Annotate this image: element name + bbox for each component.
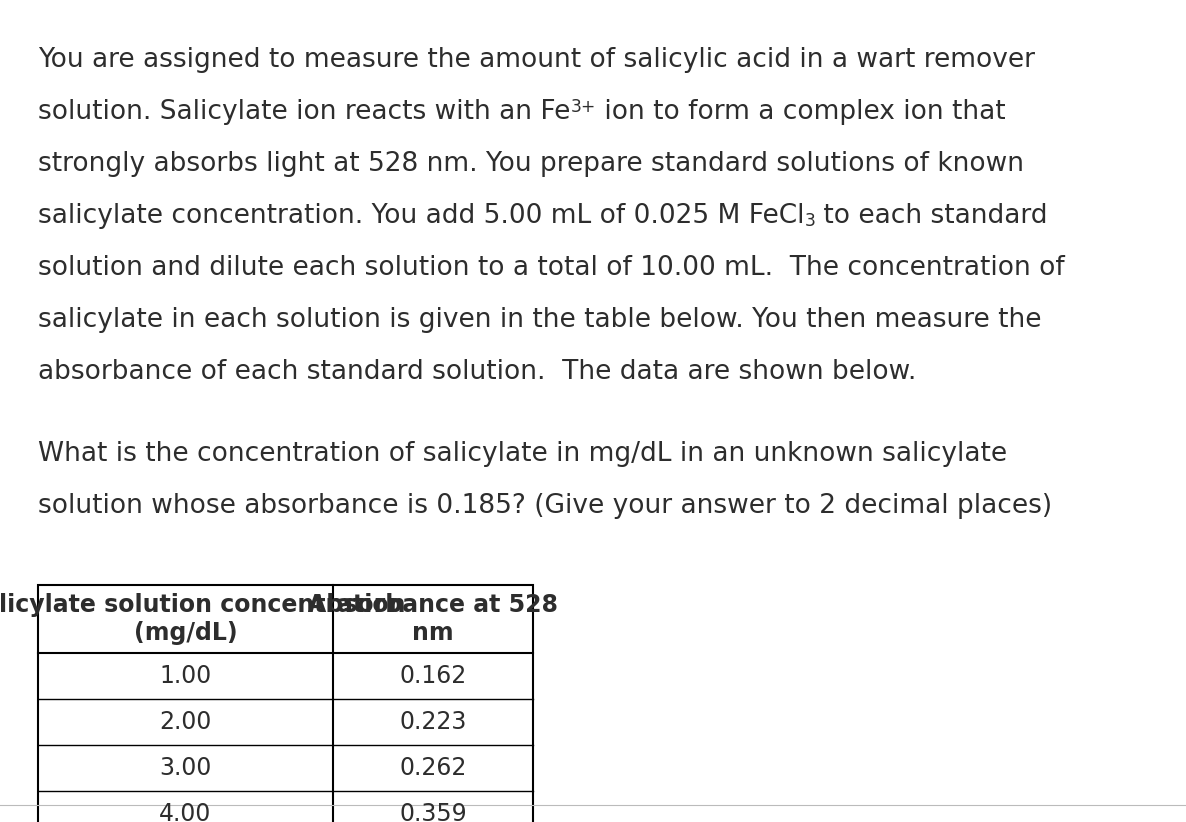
Text: 3+: 3+ bbox=[570, 98, 595, 116]
Text: 0.359: 0.359 bbox=[400, 802, 467, 822]
Text: 0.223: 0.223 bbox=[400, 710, 466, 734]
Text: Absorbance at 528
nm: Absorbance at 528 nm bbox=[308, 593, 557, 645]
Text: 3.00: 3.00 bbox=[159, 756, 211, 780]
Bar bbox=[38, 585, 533, 822]
Text: 4.00: 4.00 bbox=[159, 802, 211, 822]
Text: solution. Salicylate ion reacts with an Fe: solution. Salicylate ion reacts with an … bbox=[38, 99, 570, 125]
Text: 0.262: 0.262 bbox=[400, 756, 466, 780]
Text: solution and dilute each solution to a total of 10.00 mL.  The concentration of: solution and dilute each solution to a t… bbox=[38, 255, 1065, 281]
Text: ion to form a complex ion that: ion to form a complex ion that bbox=[595, 99, 1006, 125]
Text: What is the concentration of salicylate in mg/dL in an unknown salicylate: What is the concentration of salicylate … bbox=[38, 441, 1007, 467]
Text: salicylate concentration. You add 5.00 mL of 0.025 M FeCl: salicylate concentration. You add 5.00 m… bbox=[38, 203, 804, 229]
Text: 0.162: 0.162 bbox=[400, 664, 466, 688]
Text: salicylate in each solution is given in the table below. You then measure the: salicylate in each solution is given in … bbox=[38, 307, 1041, 333]
Text: 2.00: 2.00 bbox=[159, 710, 211, 734]
Text: 1.00: 1.00 bbox=[159, 664, 211, 688]
Text: absorbance of each standard solution.  The data are shown below.: absorbance of each standard solution. Th… bbox=[38, 359, 917, 385]
Text: to each standard: to each standard bbox=[816, 203, 1048, 229]
Text: Salicylate solution concentration
(mg/dL): Salicylate solution concentration (mg/dL… bbox=[0, 593, 406, 645]
Text: solution whose absorbance is 0.185? (Give your answer to 2 decimal places): solution whose absorbance is 0.185? (Giv… bbox=[38, 493, 1052, 519]
Text: strongly absorbs light at 528 nm. You prepare standard solutions of known: strongly absorbs light at 528 nm. You pr… bbox=[38, 151, 1024, 177]
Text: You are assigned to measure the amount of salicylic acid in a wart remover: You are assigned to measure the amount o… bbox=[38, 47, 1035, 73]
Text: 3: 3 bbox=[804, 212, 816, 230]
